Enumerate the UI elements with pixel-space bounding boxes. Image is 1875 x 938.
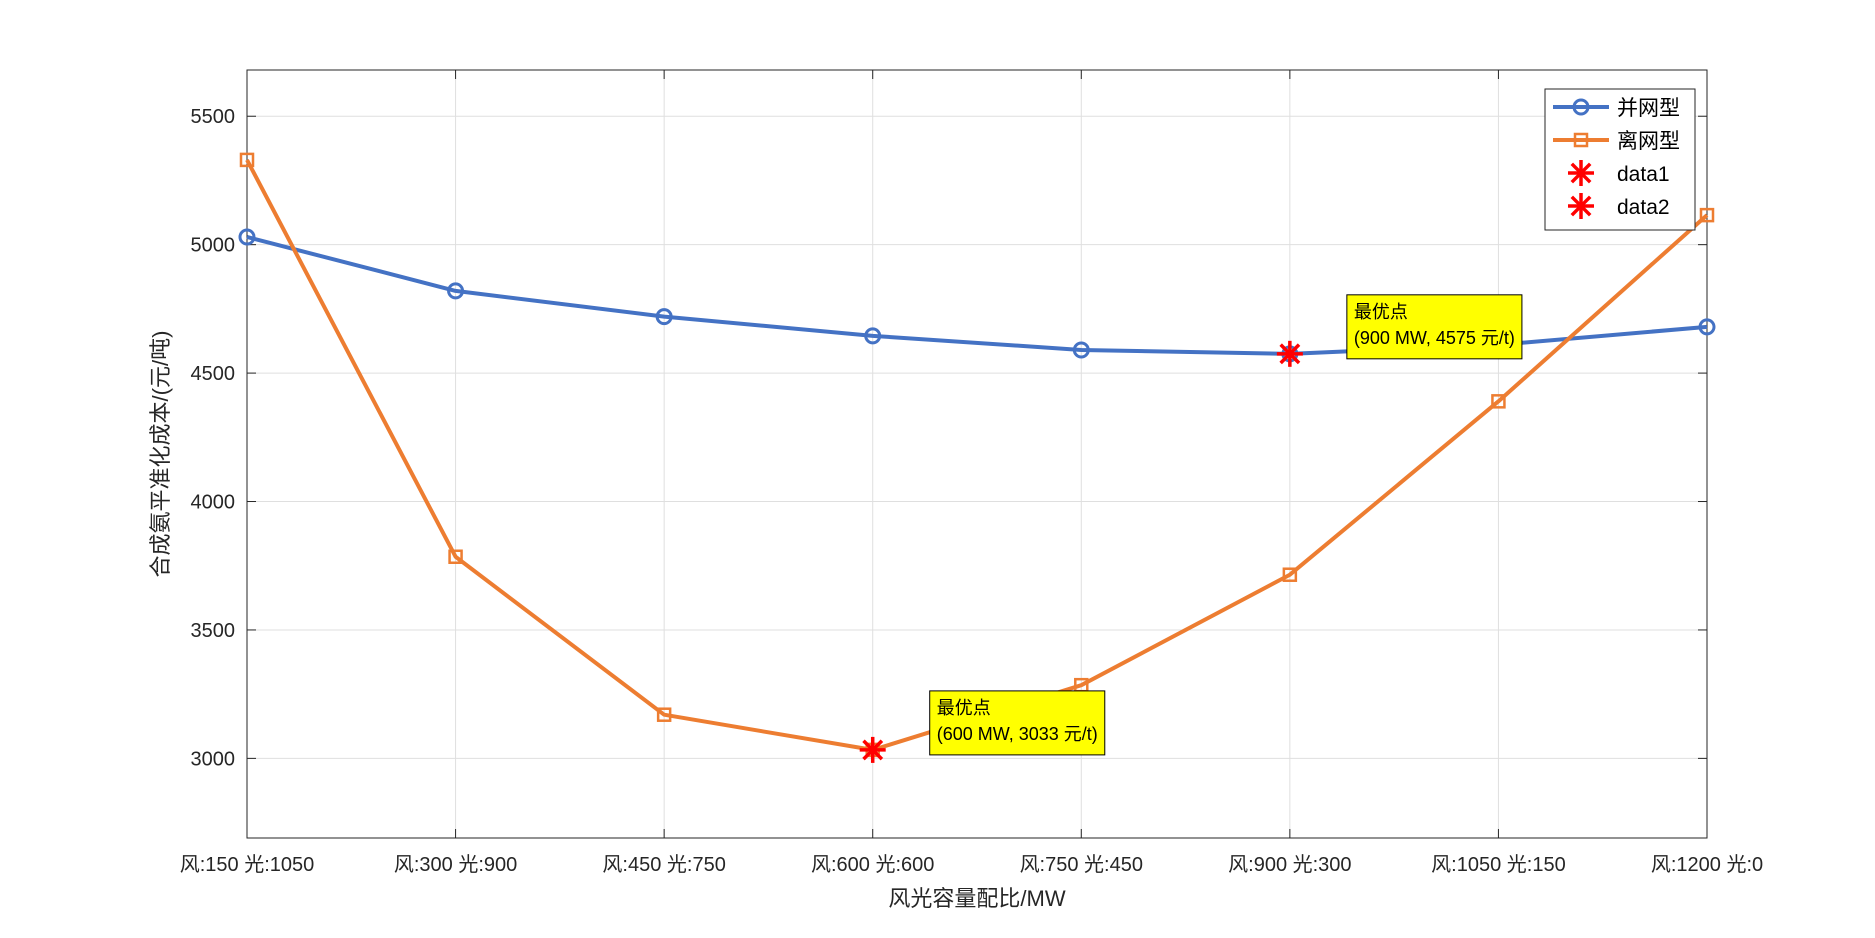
x-tick-label: 风:150 光:1050: [180, 853, 315, 876]
series-2-point: [656, 707, 672, 722]
y-tick-label: 4000: [191, 492, 236, 514]
x-tick-label: 风:750 光:450: [1020, 853, 1143, 876]
series-2-point: [239, 152, 255, 168]
optimal-point-markers: [859, 340, 1303, 763]
x-tick-label: 风:300 光:900: [394, 853, 517, 876]
annotation-box-1: 最优点 (900 MW, 4575 元/t): [1346, 294, 1523, 360]
annotation-title: 最优点: [1354, 302, 1408, 322]
asterisk-stroke: [1570, 162, 1592, 184]
series-1-point: [238, 228, 256, 246]
series-1-point: [864, 327, 882, 345]
annotation-box-2: 最优点 (600 MW, 3033 元/t): [929, 690, 1106, 756]
x-tick-label: 风:600 光:600: [811, 853, 934, 876]
y-tick-label: 4500: [191, 363, 236, 385]
y-tick-label: 5000: [191, 235, 236, 257]
legend-label: data2: [1617, 196, 1670, 219]
series-2-point: [1282, 567, 1298, 582]
tick-labels: 3000 3500 4000 4500 5000 5500 风:150 光:1050 风:30…: [180, 106, 1763, 876]
asterisk-stroke: [1279, 343, 1301, 365]
legend-label: 并网型: [1617, 97, 1680, 120]
legend-marker: [1573, 132, 1589, 148]
series-2-point: [1491, 394, 1506, 409]
x-tick-label: 风:1200 光:0: [1651, 853, 1763, 876]
series-2-point: [1699, 207, 1715, 223]
series-1-point: [447, 282, 465, 300]
legend-entry-data1: data1: [1568, 160, 1670, 186]
annotations: 最优点 (900 MW, 4575 元/t) 最优点 (600 MW, 3033 元/…: [929, 294, 1523, 756]
y-tick-label: 5500: [191, 106, 236, 128]
y-tick-label: 3500: [191, 620, 236, 642]
y-axis-label: 合成氨平准化成本/(元/吨): [148, 331, 173, 578]
annotation-value: (600 MW, 3033 元/t): [937, 724, 1098, 744]
y-tick-label: 3000: [191, 748, 236, 770]
legend-label: data1: [1617, 163, 1670, 186]
legend-entry-离网型: 离网型: [1553, 130, 1680, 153]
annotation-background: [929, 690, 1106, 756]
x-tick-label: 风:900 光:300: [1228, 853, 1351, 876]
legend-entry-并网型: 并网型: [1553, 97, 1680, 120]
highlight-marker-data2: [859, 736, 886, 763]
legend-marker: [1568, 193, 1594, 219]
annotation-title: 最优点: [937, 698, 991, 718]
annotation-value: (900 MW, 4575 元/t): [1354, 328, 1515, 348]
series-1-point: [655, 308, 673, 326]
x-axis-label: 风光容量配比/MW: [888, 886, 1065, 911]
asterisk-stroke: [862, 739, 884, 761]
series-1-point: [1072, 341, 1090, 359]
annotation-background: [1346, 294, 1523, 360]
axes: [246, 69, 1708, 839]
plot-frame: [246, 69, 1708, 839]
legend-marker: [1568, 160, 1594, 186]
x-tick-label: 风:450 光:750: [602, 853, 725, 876]
highlight-marker-data1: [1276, 340, 1303, 367]
series-line-2: [245, 158, 1709, 752]
asterisk-stroke: [1570, 195, 1592, 217]
series-1-point: [1698, 318, 1716, 336]
legend-marker: [1572, 98, 1590, 116]
legend-entry-data2: data2: [1568, 193, 1670, 219]
legend-label: 离网型: [1617, 130, 1680, 153]
series-2-point: [448, 549, 463, 564]
x-tick-label: 风:1050 光:150: [1431, 853, 1566, 876]
